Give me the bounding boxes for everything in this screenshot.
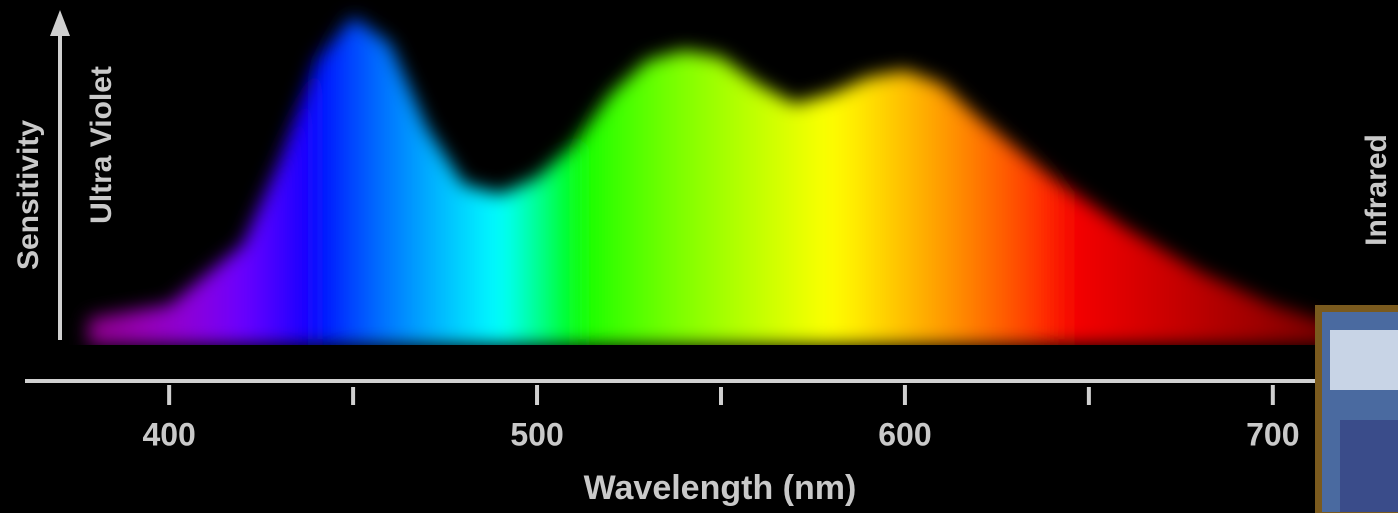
plot-area xyxy=(88,16,1347,345)
arrow-head xyxy=(50,10,70,36)
annotation: Ultra Violet xyxy=(85,66,118,224)
x-tick-label: 500 xyxy=(510,416,563,452)
sensitivity-area xyxy=(88,16,1347,345)
x-tick-label: 400 xyxy=(142,416,195,452)
spectrum xyxy=(88,16,1347,345)
annotation: Infrared xyxy=(1360,134,1393,246)
y-axis-label: Sensitivity xyxy=(12,120,45,270)
x-axis-label: Wavelength (nm) xyxy=(584,469,857,507)
x-tick-label: 600 xyxy=(878,416,931,452)
thumbnail xyxy=(1315,305,1398,513)
x-tick-label: 700 xyxy=(1246,416,1299,452)
